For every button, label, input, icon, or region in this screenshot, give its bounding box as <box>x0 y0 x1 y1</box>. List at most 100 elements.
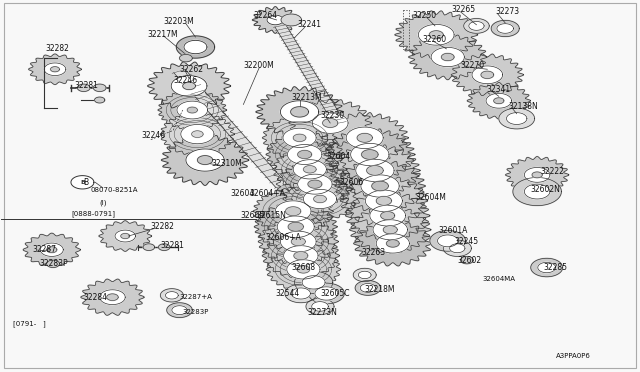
Polygon shape <box>419 25 454 45</box>
Polygon shape <box>468 22 484 31</box>
Polygon shape <box>161 289 183 302</box>
Polygon shape <box>259 218 339 264</box>
Polygon shape <box>40 243 63 256</box>
Text: 32230: 32230 <box>320 111 344 120</box>
Polygon shape <box>357 134 372 142</box>
Polygon shape <box>506 157 569 193</box>
Polygon shape <box>491 20 519 37</box>
Polygon shape <box>291 107 308 117</box>
Polygon shape <box>438 235 458 247</box>
Polygon shape <box>351 143 389 166</box>
Polygon shape <box>306 298 334 315</box>
Polygon shape <box>486 93 511 108</box>
Polygon shape <box>472 66 502 84</box>
Polygon shape <box>356 159 394 182</box>
Polygon shape <box>303 166 316 173</box>
Polygon shape <box>77 84 90 92</box>
Polygon shape <box>115 230 136 242</box>
Polygon shape <box>23 233 81 266</box>
Polygon shape <box>252 7 298 33</box>
Text: 32285: 32285 <box>543 263 568 272</box>
Polygon shape <box>524 184 550 199</box>
Polygon shape <box>361 175 399 197</box>
Text: 32270: 32270 <box>461 61 484 70</box>
Polygon shape <box>121 234 130 238</box>
Polygon shape <box>506 113 527 125</box>
Polygon shape <box>373 220 408 240</box>
Polygon shape <box>44 63 66 76</box>
Polygon shape <box>330 144 420 197</box>
Polygon shape <box>464 19 489 33</box>
Polygon shape <box>353 268 376 282</box>
Text: 32262: 32262 <box>179 65 204 74</box>
Text: 32604MA: 32604MA <box>483 276 516 282</box>
Text: 32608: 32608 <box>291 263 316 272</box>
Text: 32615N: 32615N <box>256 211 286 220</box>
Polygon shape <box>47 247 57 253</box>
Text: 32282: 32282 <box>151 222 175 231</box>
Polygon shape <box>186 149 224 171</box>
Text: 32544: 32544 <box>275 289 300 298</box>
Polygon shape <box>262 116 337 160</box>
Text: 32264: 32264 <box>253 11 277 20</box>
Text: 32138N: 32138N <box>508 102 538 111</box>
Polygon shape <box>349 206 431 253</box>
Polygon shape <box>293 160 326 179</box>
Polygon shape <box>191 131 203 137</box>
Polygon shape <box>302 276 325 289</box>
Text: 32606+A: 32606+A <box>266 233 301 243</box>
Polygon shape <box>172 306 187 315</box>
Text: 32245: 32245 <box>454 237 478 246</box>
Polygon shape <box>321 113 408 163</box>
Polygon shape <box>143 244 155 250</box>
Text: 32605: 32605 <box>240 211 264 220</box>
Polygon shape <box>281 14 301 26</box>
Text: 32260: 32260 <box>422 35 446 44</box>
Polygon shape <box>367 166 383 175</box>
Polygon shape <box>323 119 338 128</box>
Polygon shape <box>266 132 343 177</box>
Polygon shape <box>335 160 425 212</box>
Polygon shape <box>158 90 227 130</box>
Polygon shape <box>294 271 333 294</box>
Text: 32284: 32284 <box>84 293 108 302</box>
Polygon shape <box>107 294 118 301</box>
Text: [0791-   ]: [0791- ] <box>13 320 46 327</box>
Polygon shape <box>177 101 207 119</box>
Text: 32222: 32222 <box>540 167 564 176</box>
Polygon shape <box>179 54 192 62</box>
Polygon shape <box>532 172 542 178</box>
Polygon shape <box>408 34 487 80</box>
Text: 08070-8251A: 08070-8251A <box>90 187 138 193</box>
Polygon shape <box>461 256 473 264</box>
Text: 32241: 32241 <box>298 20 322 29</box>
Text: B: B <box>80 180 85 185</box>
Polygon shape <box>148 62 230 110</box>
Polygon shape <box>267 15 284 25</box>
Polygon shape <box>99 221 152 251</box>
Polygon shape <box>450 244 465 253</box>
Text: 32604: 32604 <box>230 189 255 198</box>
Polygon shape <box>365 190 403 212</box>
Polygon shape <box>497 24 513 33</box>
Polygon shape <box>430 231 466 251</box>
Polygon shape <box>287 144 322 164</box>
Polygon shape <box>467 82 531 119</box>
Polygon shape <box>284 246 318 266</box>
Polygon shape <box>71 176 94 189</box>
Polygon shape <box>167 303 192 318</box>
Polygon shape <box>182 82 195 90</box>
Polygon shape <box>293 134 306 141</box>
Polygon shape <box>172 76 207 96</box>
Polygon shape <box>291 237 305 246</box>
Polygon shape <box>358 271 371 279</box>
Polygon shape <box>298 174 332 194</box>
Polygon shape <box>315 287 338 300</box>
Text: 32282: 32282 <box>45 44 69 53</box>
Polygon shape <box>298 150 312 158</box>
Polygon shape <box>280 101 319 123</box>
Text: 32602: 32602 <box>458 256 481 264</box>
Polygon shape <box>531 258 563 277</box>
Polygon shape <box>312 113 348 134</box>
Text: (I): (I) <box>100 199 107 206</box>
